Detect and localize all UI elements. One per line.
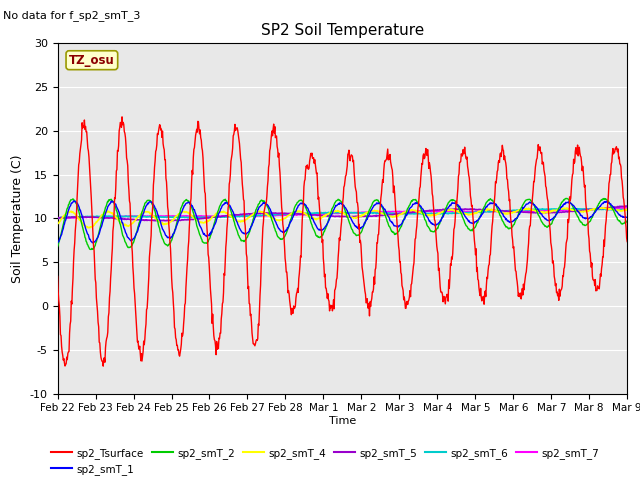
sp2_smT_4	[600, 205, 607, 211]
sp2_smT_2	[445, 199, 453, 204]
Legend: sp2_Tsurface, sp2_smT_1, sp2_smT_2, sp2_smT_4, sp2_smT_5, sp2_smT_6, sp2_smT_7: sp2_Tsurface, sp2_smT_1, sp2_smT_2, sp2_…	[51, 448, 599, 475]
sp2_smT_1	[623, 215, 631, 220]
sp2_smT_7	[621, 205, 628, 211]
sp2_smT_4	[305, 213, 313, 219]
Y-axis label: Soil Temperature (C): Soil Temperature (C)	[12, 154, 24, 283]
sp2_smT_2	[88, 247, 95, 252]
Line: sp2_smT_1: sp2_smT_1	[58, 201, 627, 243]
sp2_smT_6	[623, 207, 631, 213]
Line: sp2_smT_4: sp2_smT_4	[58, 208, 627, 228]
sp2_smT_6	[305, 210, 313, 216]
sp2_Tsurface	[446, 275, 454, 281]
sp2_smT_1	[54, 240, 61, 246]
sp2_smT_5	[509, 209, 516, 215]
sp2_smT_5	[54, 215, 61, 221]
sp2_Tsurface	[499, 147, 507, 153]
sp2_smT_6	[113, 214, 120, 219]
Line: sp2_smT_6: sp2_smT_6	[58, 208, 627, 218]
sp2_smT_1	[499, 211, 506, 216]
sp2_smT_6	[54, 215, 61, 221]
sp2_smT_6	[55, 215, 63, 221]
Line: sp2_smT_2: sp2_smT_2	[58, 198, 627, 250]
sp2_smT_1	[113, 204, 120, 209]
sp2_smT_2	[305, 214, 313, 220]
sp2_smT_7	[623, 205, 631, 211]
sp2_smT_6	[509, 207, 516, 213]
sp2_Tsurface	[99, 363, 107, 369]
sp2_smT_6	[285, 211, 292, 216]
sp2_smT_7	[499, 208, 506, 214]
sp2_smT_5	[622, 203, 630, 209]
sp2_Tsurface	[623, 239, 631, 244]
sp2_smT_7	[305, 211, 313, 217]
sp2_smT_2	[285, 224, 292, 229]
Line: sp2_Tsurface: sp2_Tsurface	[58, 117, 627, 366]
sp2_smT_1	[285, 224, 292, 229]
sp2_smT_5	[285, 211, 292, 216]
sp2_Tsurface	[54, 274, 61, 279]
sp2_smT_2	[563, 195, 571, 201]
sp2_smT_7	[509, 209, 516, 215]
sp2_smT_5	[499, 208, 506, 214]
Text: TZ_osu: TZ_osu	[69, 54, 115, 67]
sp2_smT_4	[499, 210, 506, 216]
sp2_smT_7	[54, 216, 62, 221]
Text: No data for f_sp2_smT_3: No data for f_sp2_smT_3	[3, 10, 141, 21]
sp2_smT_4	[623, 207, 631, 213]
sp2_Tsurface	[113, 168, 120, 174]
sp2_smT_5	[305, 212, 313, 217]
sp2_smT_2	[509, 224, 516, 229]
Line: sp2_smT_7: sp2_smT_7	[58, 208, 627, 218]
sp2_smT_4	[54, 221, 61, 227]
sp2_smT_1	[305, 209, 313, 215]
sp2_smT_1	[70, 198, 77, 204]
sp2_smT_7	[285, 212, 292, 218]
sp2_smT_5	[623, 203, 631, 209]
sp2_smT_5	[156, 218, 163, 224]
sp2_smT_4	[113, 215, 120, 221]
sp2_smT_1	[509, 219, 516, 225]
sp2_smT_6	[563, 205, 571, 211]
sp2_smT_5	[445, 207, 453, 213]
sp2_smT_7	[113, 214, 120, 219]
sp2_smT_2	[499, 218, 506, 224]
sp2_smT_2	[54, 244, 61, 250]
sp2_smT_4	[509, 210, 516, 216]
sp2_Tsurface	[285, 291, 293, 297]
X-axis label: Time: Time	[329, 416, 356, 426]
sp2_Tsurface	[118, 114, 126, 120]
sp2_smT_7	[445, 209, 453, 215]
sp2_smT_6	[445, 211, 453, 216]
sp2_smT_2	[623, 218, 631, 224]
Title: SP2 Soil Temperature: SP2 Soil Temperature	[260, 23, 424, 38]
sp2_Tsurface	[306, 158, 314, 164]
sp2_smT_6	[499, 208, 506, 214]
sp2_Tsurface	[509, 245, 517, 251]
sp2_smT_1	[445, 204, 453, 209]
sp2_smT_2	[113, 207, 120, 213]
sp2_smT_4	[84, 225, 92, 230]
sp2_smT_5	[112, 216, 120, 221]
sp2_smT_4	[445, 207, 453, 213]
sp2_smT_4	[285, 213, 292, 218]
sp2_smT_7	[54, 215, 61, 221]
Line: sp2_smT_5: sp2_smT_5	[58, 206, 627, 221]
